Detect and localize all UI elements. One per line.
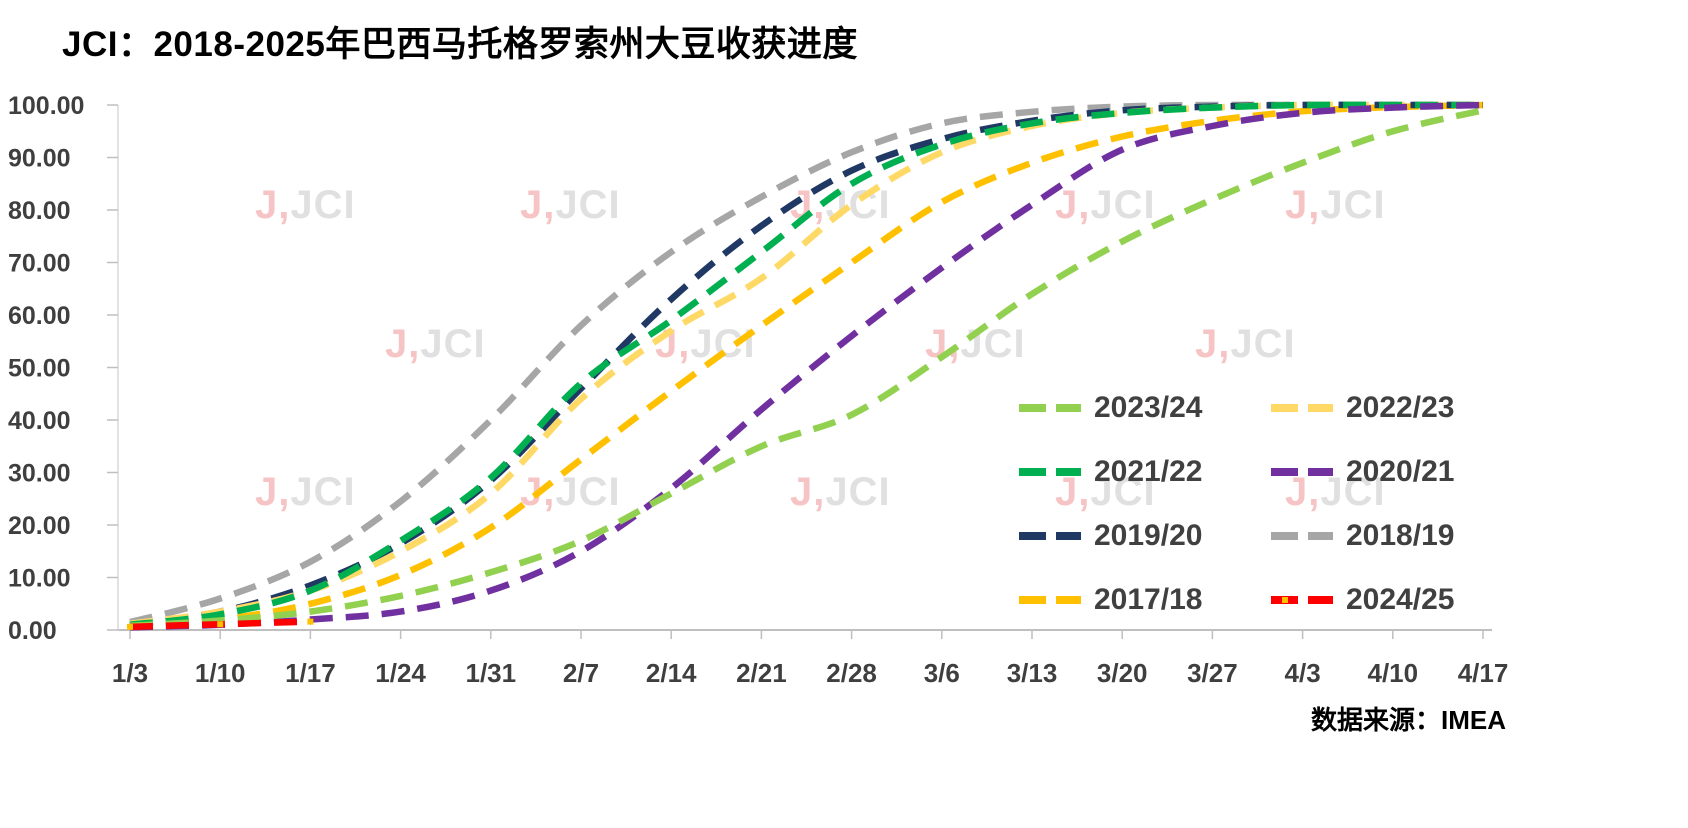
legend: 2023/24 2022/23 2021/22 2020/21 2019/20 2018/… — [1018, 384, 1522, 624]
legend-item-2019-20: 2019/20 — [1018, 512, 1270, 560]
legend-label: 2021/22 — [1094, 455, 1203, 488]
x-axis-label: 3/27 — [1187, 658, 1238, 688]
y-axis-label: 40.00 — [8, 407, 71, 435]
legend-dash-marker — [1271, 596, 1333, 604]
legend-dash-marker — [1271, 404, 1333, 412]
legend-item-2024-25: 2024/25 — [1270, 576, 1522, 624]
x-axis-label: 2/28 — [826, 658, 877, 688]
x-axis-label: 2/21 — [736, 658, 787, 688]
y-axis-label: 90.00 — [8, 145, 71, 173]
y-axis-label: 10.00 — [8, 565, 71, 593]
x-axis-label: 1/31 — [465, 658, 516, 688]
x-axis-label: 4/3 — [1285, 658, 1321, 688]
data-source: 数据来源：IMEA — [1311, 700, 1506, 737]
series-line-2020-21 — [129, 101, 1484, 631]
x-axis-label: 3/6 — [924, 658, 960, 688]
y-axis-label: 100.00 — [8, 92, 84, 120]
x-axis-label: 3/13 — [1007, 658, 1058, 688]
series-point-marker — [127, 623, 133, 630]
legend-dash-marker — [1271, 532, 1333, 540]
legend-dash-marker — [1019, 532, 1081, 540]
legend-item-2021-22: 2021/22 — [1018, 448, 1270, 496]
series-point-marker — [217, 621, 224, 628]
y-axis-label: 0.00 — [8, 617, 57, 645]
y-axis-label: 20.00 — [8, 512, 71, 540]
data-source-label: 数据来源： — [1310, 705, 1441, 735]
legend-label: 2023/24 — [1094, 391, 1203, 424]
series-point-marker — [307, 618, 314, 625]
x-axis-label: 1/24 — [375, 658, 426, 688]
x-axis-label: 1/10 — [195, 658, 246, 688]
y-axis-label: 30.00 — [8, 460, 71, 488]
legend-dash-marker — [1019, 404, 1081, 412]
legend-label: 2018/19 — [1346, 519, 1455, 552]
series-line-2023-24 — [129, 107, 1484, 630]
legend-item-2017-18: 2017/18 — [1018, 576, 1270, 624]
y-axis-label: 60.00 — [8, 302, 71, 330]
legend-label: 2017/18 — [1094, 583, 1203, 616]
legend-label: 2024/25 — [1346, 583, 1455, 616]
legend-label: 2020/21 — [1346, 455, 1455, 488]
legend-dash-marker — [1019, 596, 1081, 604]
x-axis-label: 1/3 — [112, 658, 148, 688]
data-source-value: IMEA — [1441, 705, 1506, 735]
legend-label: 2019/20 — [1094, 519, 1203, 552]
legend-dash-marker — [1019, 468, 1081, 476]
legend-item-2018-19: 2018/19 — [1270, 512, 1522, 560]
chart-title: JCI：2018-2025年巴西马托格罗索州大豆收获进度 — [62, 25, 858, 64]
x-axis-label: 2/14 — [646, 658, 697, 688]
x-axis-label: 1/17 — [285, 658, 336, 688]
series-line-2017-18 — [129, 101, 1484, 630]
legend-item-2020-21: 2020/21 — [1270, 448, 1522, 496]
legend-item-2022-23: 2022/23 — [1270, 384, 1522, 432]
legend-label: 2022/23 — [1346, 391, 1455, 424]
legend-dash-marker — [1271, 468, 1333, 476]
x-axis-label: 2/7 — [563, 658, 599, 688]
legend-item-2023-24: 2023/24 — [1018, 384, 1270, 432]
y-axis-label: 80.00 — [8, 197, 71, 225]
x-axis-label: 3/20 — [1097, 658, 1148, 688]
y-axis-label: 50.00 — [8, 355, 71, 383]
x-axis-label: 4/10 — [1367, 658, 1418, 688]
y-axis-label: 70.00 — [8, 250, 71, 278]
x-axis-label: 4/17 — [1458, 658, 1509, 688]
series-line-2021-22 — [129, 101, 1483, 628]
